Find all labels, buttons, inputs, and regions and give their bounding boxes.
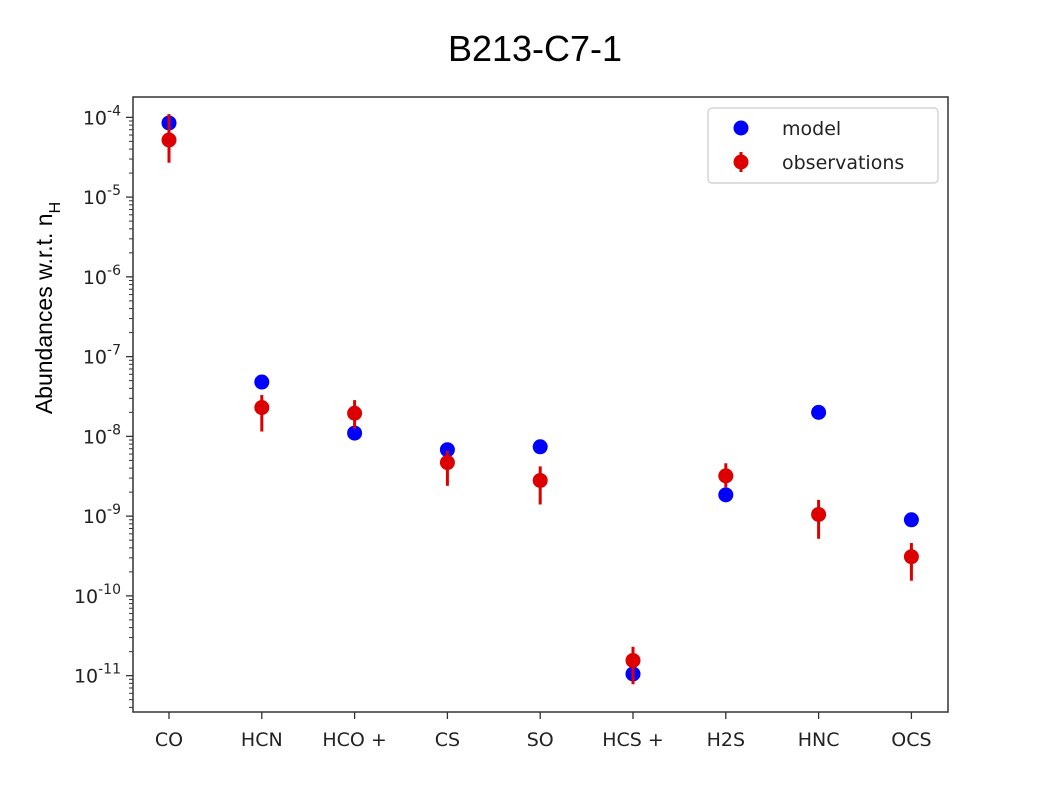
model-point <box>811 404 827 420</box>
x-tick-label: OCS <box>891 729 931 751</box>
model-point <box>254 374 270 390</box>
legend-model-label: model <box>782 118 841 140</box>
x-tick-label: SO <box>527 729 554 751</box>
svg-text:Abundances w.r.t. nH: Abundances w.r.t. nH <box>31 202 64 414</box>
x-tick-label: HCO + <box>322 729 386 751</box>
legend-observations-marker <box>733 154 749 170</box>
y-tick-label: 10-6 <box>83 263 121 289</box>
model-point <box>903 512 919 528</box>
y-axis-label: Abundances w.r.t. nH <box>31 202 64 414</box>
legend-model-marker <box>733 120 749 136</box>
x-tick-label: HNC <box>798 729 840 751</box>
legend-box <box>707 107 939 184</box>
observation-point <box>254 400 270 416</box>
model-point <box>532 439 548 455</box>
observation-point <box>625 652 641 668</box>
model-point <box>718 487 734 503</box>
observation-point <box>439 455 455 471</box>
model-point <box>439 442 455 458</box>
y-tick-label: 10-10 <box>74 582 121 608</box>
x-tick-label: CO <box>155 729 183 751</box>
y-tick-label: 10-5 <box>83 183 121 209</box>
observation-point <box>347 405 363 421</box>
y-tick-label: 10-7 <box>83 343 121 369</box>
model-point <box>347 425 363 441</box>
x-tick-label: HCN <box>241 729 283 751</box>
observation-point <box>903 549 919 565</box>
y-tick-label: 10-11 <box>74 662 121 688</box>
x-tick-label: HCS + <box>602 729 664 751</box>
observation-point <box>811 506 827 522</box>
observation-point <box>532 472 548 488</box>
chart-title: B213-C7-1 <box>448 28 622 69</box>
y-tick-label: 10-9 <box>83 502 121 528</box>
observation-point <box>718 468 734 484</box>
observation-point <box>161 132 177 148</box>
y-tick-label: 10-4 <box>83 103 121 129</box>
legend: model observations <box>707 107 939 184</box>
legend-observations-label: observations <box>782 152 904 174</box>
x-tick-label: H2S <box>707 729 745 751</box>
x-tick-label: CS <box>435 729 460 751</box>
y-tick-label: 10-8 <box>83 422 121 448</box>
